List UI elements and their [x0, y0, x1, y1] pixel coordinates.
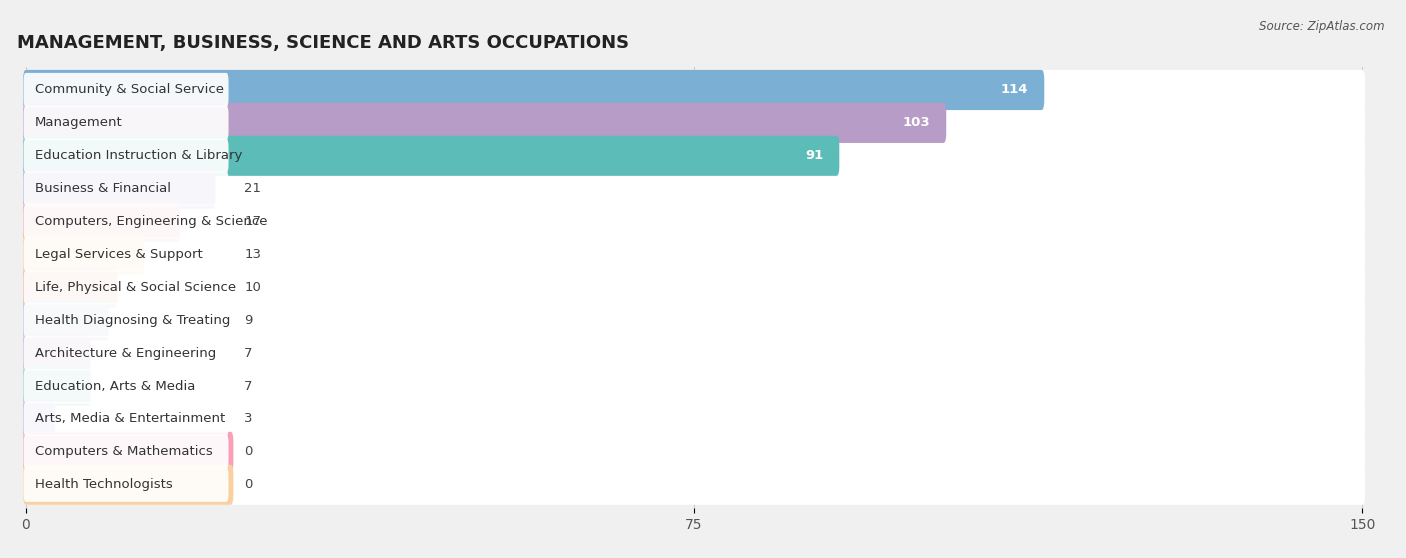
Text: 3: 3: [245, 412, 253, 425]
FancyBboxPatch shape: [24, 435, 229, 469]
Text: Arts, Media & Entertainment: Arts, Media & Entertainment: [35, 412, 225, 425]
Text: MANAGEMENT, BUSINESS, SCIENCE AND ARTS OCCUPATIONS: MANAGEMENT, BUSINESS, SCIENCE AND ARTS O…: [17, 33, 628, 51]
Text: 0: 0: [245, 478, 253, 491]
FancyBboxPatch shape: [22, 399, 55, 439]
Text: 9: 9: [245, 314, 253, 327]
FancyBboxPatch shape: [24, 270, 229, 305]
Text: Source: ZipAtlas.com: Source: ZipAtlas.com: [1260, 20, 1385, 32]
FancyBboxPatch shape: [22, 399, 1365, 439]
FancyBboxPatch shape: [24, 106, 229, 140]
FancyBboxPatch shape: [22, 234, 145, 275]
FancyBboxPatch shape: [22, 70, 1365, 110]
FancyBboxPatch shape: [24, 171, 229, 206]
FancyBboxPatch shape: [22, 333, 1365, 373]
FancyBboxPatch shape: [22, 136, 1365, 176]
FancyBboxPatch shape: [22, 465, 1365, 505]
Text: 91: 91: [806, 150, 824, 162]
Text: 7: 7: [245, 347, 253, 360]
Text: Computers & Mathematics: Computers & Mathematics: [35, 445, 212, 458]
FancyBboxPatch shape: [22, 300, 108, 340]
FancyBboxPatch shape: [22, 234, 1365, 275]
Text: 7: 7: [245, 379, 253, 393]
FancyBboxPatch shape: [24, 303, 229, 338]
FancyBboxPatch shape: [22, 366, 91, 406]
Text: Education, Arts & Media: Education, Arts & Media: [35, 379, 195, 393]
Text: Management: Management: [35, 117, 122, 129]
Text: 114: 114: [1001, 84, 1028, 97]
Text: Architecture & Engineering: Architecture & Engineering: [35, 347, 217, 360]
FancyBboxPatch shape: [22, 366, 1365, 406]
Text: Education Instruction & Library: Education Instruction & Library: [35, 150, 242, 162]
Text: Computers, Engineering & Science: Computers, Engineering & Science: [35, 215, 267, 228]
Text: 13: 13: [245, 248, 262, 261]
FancyBboxPatch shape: [22, 169, 215, 209]
FancyBboxPatch shape: [22, 103, 946, 143]
Text: Health Diagnosing & Treating: Health Diagnosing & Treating: [35, 314, 231, 327]
FancyBboxPatch shape: [22, 432, 233, 472]
FancyBboxPatch shape: [24, 204, 229, 239]
FancyBboxPatch shape: [24, 139, 229, 173]
Text: Community & Social Service: Community & Social Service: [35, 84, 224, 97]
Text: Life, Physical & Social Science: Life, Physical & Social Science: [35, 281, 236, 294]
FancyBboxPatch shape: [22, 432, 1365, 472]
FancyBboxPatch shape: [24, 73, 229, 107]
FancyBboxPatch shape: [22, 201, 180, 242]
FancyBboxPatch shape: [24, 237, 229, 272]
Text: 17: 17: [245, 215, 262, 228]
FancyBboxPatch shape: [22, 267, 118, 307]
FancyBboxPatch shape: [24, 369, 229, 403]
Text: Health Technologists: Health Technologists: [35, 478, 173, 491]
Text: 10: 10: [245, 281, 262, 294]
FancyBboxPatch shape: [24, 468, 229, 502]
FancyBboxPatch shape: [22, 70, 1045, 110]
Text: 103: 103: [903, 117, 931, 129]
FancyBboxPatch shape: [22, 201, 1365, 242]
FancyBboxPatch shape: [22, 169, 1365, 209]
Text: Business & Financial: Business & Financial: [35, 182, 170, 195]
FancyBboxPatch shape: [22, 136, 839, 176]
Text: 21: 21: [245, 182, 262, 195]
FancyBboxPatch shape: [22, 465, 233, 505]
FancyBboxPatch shape: [22, 333, 91, 373]
FancyBboxPatch shape: [22, 103, 1365, 143]
FancyBboxPatch shape: [22, 267, 1365, 307]
Text: 0: 0: [245, 445, 253, 458]
FancyBboxPatch shape: [24, 336, 229, 371]
FancyBboxPatch shape: [22, 300, 1365, 340]
Text: Legal Services & Support: Legal Services & Support: [35, 248, 202, 261]
FancyBboxPatch shape: [24, 402, 229, 436]
